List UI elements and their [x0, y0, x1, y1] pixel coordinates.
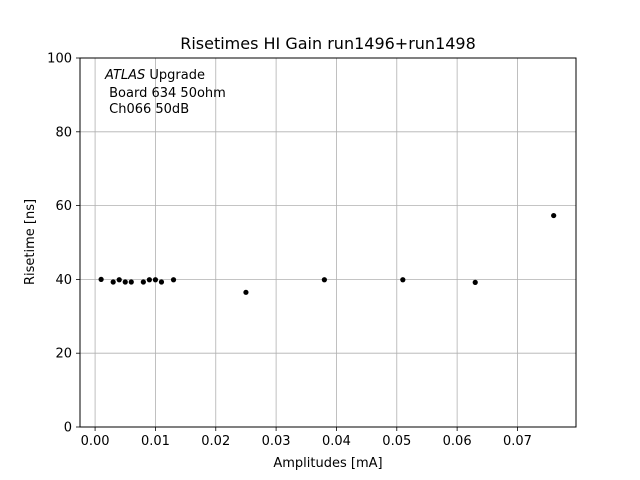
chart-annotation: ATLAS Upgrade Board 634 50ohm Ch066 50dB: [104, 68, 226, 117]
data-point: [321, 277, 327, 283]
data-point: [158, 279, 165, 285]
data-point: [400, 277, 406, 283]
x-tick-label: 0.05: [382, 434, 411, 449]
data-point: [243, 289, 249, 295]
y-tick-label: 20: [55, 347, 72, 362]
annotation-upgrade: Upgrade: [145, 68, 205, 83]
y-tick-label: 100: [47, 52, 72, 67]
data-point: [472, 279, 478, 285]
y-tick-label: 40: [55, 273, 72, 288]
plot-frame: [79, 57, 577, 428]
data-point: [98, 276, 104, 282]
data-point: [170, 277, 177, 283]
data-point: [128, 279, 134, 285]
data-point: [146, 277, 152, 283]
x-tick-label: 0.04: [322, 434, 351, 449]
annotation-line-2: Board 634 50ohm: [105, 86, 226, 101]
x-tick-label: 0.07: [503, 434, 532, 449]
x-tick-label: 0.00: [81, 434, 110, 449]
data-point: [110, 279, 116, 285]
x-tick-label: 0.06: [443, 434, 472, 449]
data-points: [98, 212, 557, 295]
x-axis-label: Amplitudes [mA]: [273, 456, 382, 471]
y-tick-label: 60: [55, 199, 72, 214]
data-point: [122, 279, 128, 285]
atlas-label: ATLAS: [104, 68, 145, 83]
y-tick-label: 80: [55, 125, 72, 140]
axis-ticks: 0.00 0.01 0.02 0.03 0.04 0.05 0.06 0.07 0 20 40 60 8…: [47, 52, 532, 450]
y-axis-label: Risetime [ns]: [23, 199, 38, 285]
data-point: [152, 277, 159, 283]
data-point: [116, 277, 122, 283]
x-tick-label: 0.03: [262, 434, 291, 449]
x-tick-label: 0.02: [201, 434, 230, 449]
chart-title: Risetimes HI Gain run1496+run1498: [180, 34, 476, 53]
annotation-line-1: ATLAS Upgrade: [104, 68, 205, 83]
x-tick-label: 0.01: [141, 434, 170, 449]
data-point: [140, 279, 146, 285]
y-tick-label: 0: [64, 421, 72, 436]
annotation-line-3: Ch066 50dB: [105, 102, 189, 117]
data-point: [551, 212, 557, 219]
